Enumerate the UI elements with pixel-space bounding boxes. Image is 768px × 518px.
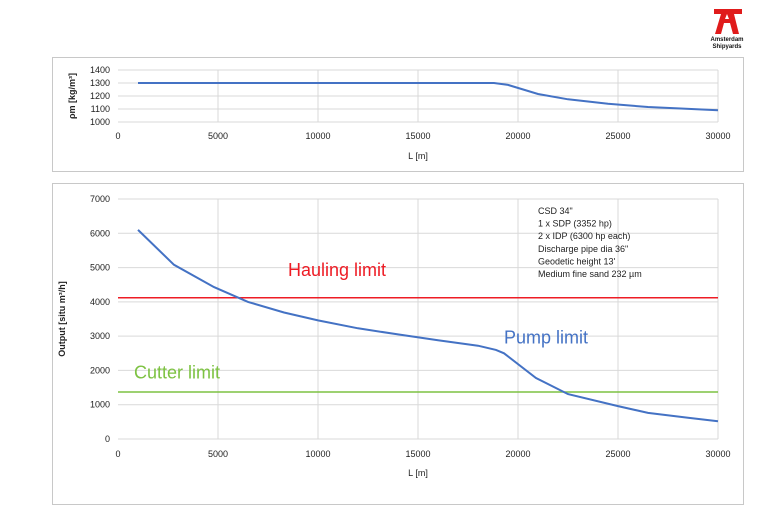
top-x-tick-label: 25000 bbox=[605, 131, 630, 141]
pump-limit-label: Pump limit bbox=[504, 328, 588, 348]
spec-notes: CSD 34" 1 x SDP (3352 hp) 2 x IDP (6300 hp… bbox=[538, 206, 642, 279]
logo-line2: Shipyards bbox=[712, 44, 742, 50]
bot-x-tick-label: 5000 bbox=[208, 449, 228, 459]
pump-limit-series-line bbox=[137, 229, 719, 423]
density-x-axis-title: L [m] bbox=[408, 151, 428, 161]
spec-note-line: Medium fine sand 232 µm bbox=[538, 269, 642, 279]
logo-mark-icon bbox=[714, 9, 742, 34]
spec-note-line: Geodetic height 13' bbox=[538, 256, 616, 266]
bot-y-tick-label: 5000 bbox=[90, 263, 110, 273]
bot-y-tick-label: 0 bbox=[105, 434, 110, 444]
output-x-ticks: 0 5000 10000 15000 20000 25000 30000 bbox=[115, 449, 730, 459]
bot-y-tick-label: 2000 bbox=[90, 365, 110, 375]
density-gridlines bbox=[118, 69, 719, 123]
output-gridlines bbox=[118, 198, 719, 440]
top-x-tick-label: 10000 bbox=[305, 131, 330, 141]
top-x-tick-label: 20000 bbox=[505, 131, 530, 141]
output-y-ticks: 0 1000 2000 3000 4000 5000 6000 7000 bbox=[90, 194, 110, 444]
output-chart: 0 1000 2000 3000 4000 5000 6000 7000 0 5000 10000… bbox=[52, 183, 744, 505]
density-x-ticks: 0 5000 10000 15000 20000 25000 30000 bbox=[115, 131, 730, 141]
top-y-tick-label: 1000 bbox=[90, 117, 110, 127]
amsterdam-shipyards-logo: Amsterdam Shipyards bbox=[704, 8, 750, 52]
top-x-tick-label: 5000 bbox=[208, 131, 228, 141]
output-chart-svg: 0 1000 2000 3000 4000 5000 6000 7000 0 5000 10000… bbox=[57, 194, 731, 478]
spec-note-line: Discharge pipe dia 36" bbox=[538, 244, 628, 254]
top-x-tick-label: 15000 bbox=[405, 131, 430, 141]
spec-note-line: 2 x IDP (6300 hp each) bbox=[538, 231, 630, 241]
bot-y-tick-label: 4000 bbox=[90, 297, 110, 307]
bot-x-tick-label: 15000 bbox=[405, 449, 430, 459]
bot-x-tick-label: 20000 bbox=[505, 449, 530, 459]
logo-line1: Amsterdam bbox=[710, 37, 743, 43]
spec-note-line: CSD 34" bbox=[538, 206, 573, 216]
density-chart: 1000 1100 1200 1300 1400 0 5000 10000 15000 2000… bbox=[52, 57, 744, 172]
top-y-tick-label: 1300 bbox=[90, 78, 110, 88]
bot-y-tick-label: 3000 bbox=[90, 331, 110, 341]
cutter-limit-label: Cutter limit bbox=[134, 363, 220, 383]
bot-y-tick-label: 1000 bbox=[90, 400, 110, 410]
bot-x-tick-label: 30000 bbox=[705, 449, 730, 459]
bot-y-tick-label: 6000 bbox=[90, 228, 110, 238]
density-series-line bbox=[138, 82, 719, 112]
bot-x-tick-label: 25000 bbox=[605, 449, 630, 459]
bot-y-tick-label: 7000 bbox=[90, 194, 110, 204]
spec-note-line: 1 x SDP (3352 hp) bbox=[538, 219, 612, 229]
output-y-axis-title: Output [situ m³/h] bbox=[57, 281, 67, 356]
top-y-tick-label: 1100 bbox=[91, 104, 110, 114]
density-chart-svg: 1000 1100 1200 1300 1400 0 5000 10000 15000 2000… bbox=[67, 65, 731, 161]
top-x-tick-label: 0 bbox=[115, 131, 120, 141]
density-y-axis-title: ρm [kg/m³] bbox=[67, 73, 77, 119]
top-y-tick-label: 1200 bbox=[90, 91, 110, 101]
bot-x-tick-label: 0 bbox=[115, 449, 120, 459]
top-x-tick-label: 30000 bbox=[705, 131, 730, 141]
top-y-tick-label: 1400 bbox=[90, 65, 110, 75]
density-y-ticks: 1000 1100 1200 1300 1400 bbox=[90, 65, 110, 127]
output-x-axis-title: L [m] bbox=[408, 468, 428, 478]
hauling-limit-label: Hauling limit bbox=[288, 260, 386, 280]
bot-x-tick-label: 10000 bbox=[305, 449, 330, 459]
